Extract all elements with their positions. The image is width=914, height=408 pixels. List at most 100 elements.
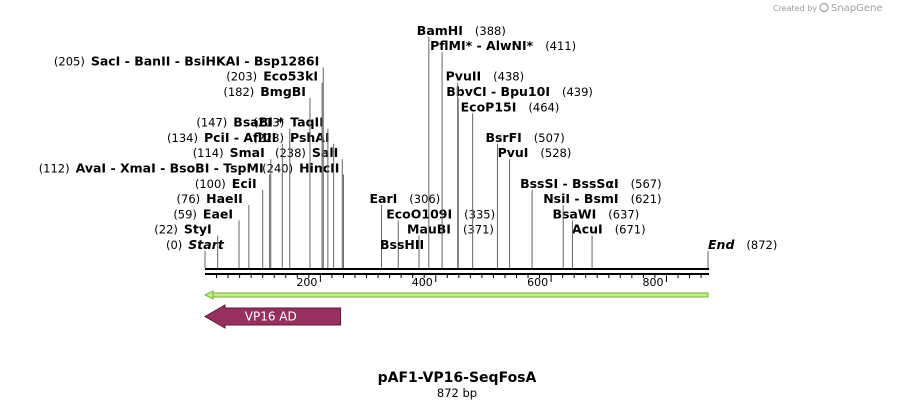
site-name: NsiI - BsmI [543,191,618,206]
site-maubi[interactable]: MauBI (371) [407,222,494,268]
site-name: PciI - AflIII [204,130,276,145]
plasmid-name: pAF1-VP16-SeqFosA [378,370,537,386]
site-name: AvaI - XmaI - BsoBI - TspMI [76,161,264,176]
site-name: BsaWI [552,206,596,221]
site-name: StyI [184,222,212,237]
site-saci[interactable]: (205) SacI - BanII - BsiHKAI - Bsp1286I [54,53,324,268]
site-position: (439) [562,85,593,99]
site-pcii[interactable]: (134) PciI - AflIII [167,130,283,268]
site-bsrfi[interactable]: BsrFI (507) [485,130,565,268]
site-start[interactable]: (0) Start [166,237,225,268]
site-avai[interactable]: (112) AvaI - XmaI - BsoBI - TspMI [39,161,271,269]
feature-arrow[interactable] [203,304,342,329]
site-name: EcoP15I [461,99,517,114]
site-name: HincII [299,161,339,176]
site-bsawi[interactable]: BsaWI (637) [552,206,639,268]
site-taqii[interactable]: (213) TaqII [253,115,329,268]
site-position: (438) [493,70,524,84]
site-position: (238) [275,146,306,160]
site-smai[interactable]: (114) SmaI [193,145,272,268]
site-acui[interactable]: AcuI (671) [572,222,646,268]
orf-arrow[interactable] [203,290,709,300]
site-position: (22) [154,223,178,237]
orf-bar[interactable] [210,292,709,298]
site-position: (147) [196,116,227,130]
site-position: (567) [631,177,662,191]
site-name: BsaBI * [233,115,284,130]
site-position: (114) [193,146,224,160]
site-ecii[interactable]: (100) EciI [195,176,264,268]
site-position: (335) [464,207,495,221]
feature-vp16-ad[interactable]: VP16 AD [203,304,342,329]
site-name: EarI [370,191,398,206]
tick-label: 800 [642,276,663,289]
tick-label: 200 [296,276,317,289]
site-name: Eco53kI [263,69,318,84]
site-position: (306) [409,192,440,206]
site-position: (213) [253,116,284,130]
site-name: HaeII [206,191,243,206]
site-name: PvuI [498,145,529,160]
site-position: (76) [177,192,201,206]
site-name: BamHI [417,23,463,38]
site-position: (0) [166,238,182,252]
site-ecoo109i[interactable]: EcoO109I (335) [386,206,495,268]
site-bsssi[interactable]: BssSI - BssSαI (567) [520,176,662,268]
site-position: (388) [475,24,506,38]
site-ecop15i[interactable]: EcoP15I (464) [461,99,560,268]
plasmid-length: 872 bp [437,386,477,400]
site-name: BsrFI [485,130,521,145]
site-bbvci[interactable]: BbvCI - Bpu10I (439) [446,84,593,268]
site-name: EcoO109I [386,206,452,221]
site-position: (464) [528,100,559,114]
site-eari[interactable]: EarI (306) [370,191,441,268]
site-position: (182) [223,85,254,99]
site-name: AcuI [572,222,603,237]
site-hincii[interactable]: (240) HincII [262,161,344,269]
end-label: End [708,237,735,252]
tick-label: 400 [412,276,433,289]
tick-label: 600 [527,276,548,289]
site-position: (621) [631,192,662,206]
site-haeii[interactable]: (76) HaeII [177,191,250,268]
site-position: (205) [54,54,85,68]
site-position: (528) [540,146,571,160]
features: VP16 AD [203,304,342,329]
site-pvui[interactable]: PvuI (528) [498,145,572,268]
site-name: BmgBI [260,84,306,99]
site-eco53ki[interactable]: (203) Eco53kI [226,69,323,268]
site-bamhi[interactable]: BamHI (388) [417,23,506,268]
site-name-bsshii: BssHII [380,237,424,252]
site-position: (134) [167,131,198,145]
site-name: BssSI - BssSαI [520,176,619,191]
created-by-text: Created by [773,4,817,13]
site-eaei[interactable]: (59) EaeI [173,206,240,268]
site-name: EciI [232,176,257,191]
site-name: SmaI [230,145,265,160]
site-nsii[interactable]: NsiI - BsmI (621) [543,191,662,268]
snapgene-logo-icon [819,2,829,13]
site-position: (671) [615,223,646,237]
site-pvuii[interactable]: PvuII (438) [446,69,524,268]
site-bsabi[interactable]: (147) BsaBI * [196,115,291,268]
site-position: (223) [253,131,284,145]
site-name: TaqII [290,115,324,130]
site-name: EaeI [203,206,233,221]
restriction-sites: (0) Start End (872) (22) StyI MauBI (371) AcuI (6… [39,23,777,269]
site-end[interactable]: End (872) [707,237,777,268]
start-label: Start [188,237,225,252]
site-position: (59) [173,207,197,221]
site-name: SalI [312,145,338,160]
site-name: PflMI* - AlwNI* [430,38,534,53]
brand-name: SnapGene [831,3,883,14]
site-position: (637) [608,207,639,221]
site-position: (371) [463,223,494,237]
site-name: PvuII [446,69,482,84]
site-position: (112) [39,162,70,176]
site-position: (411) [545,39,576,53]
site-pflmi[interactable]: PflMI* - AlwNI* (411) [430,38,576,268]
site-position: (872) [746,238,777,252]
site-bmgbi[interactable]: (182) BmgBI [223,84,311,268]
site-styi[interactable]: (22) StyI [154,222,219,268]
